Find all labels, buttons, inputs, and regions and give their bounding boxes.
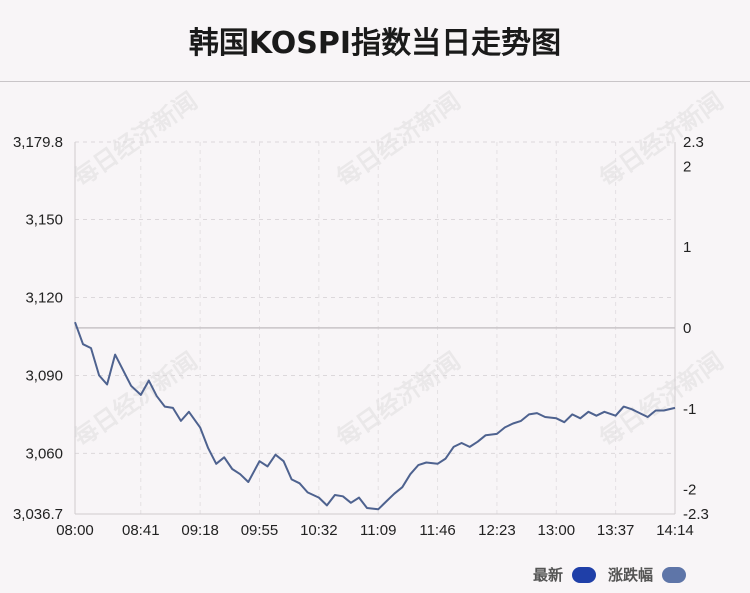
right-tick-label: 2.3 bbox=[683, 134, 704, 151]
x-tick-label: 11:09 bbox=[360, 522, 396, 539]
right-tick-label: -2.3 bbox=[683, 506, 709, 523]
legend-item-change[interactable]: 涨跌幅 bbox=[608, 564, 687, 585]
left-axis-ticks: 3,179.8 3,150 3,120 3,090 3,060 3,036.7 bbox=[13, 134, 63, 523]
series-line-kospi bbox=[74, 321, 676, 511]
legend-swatch-latest bbox=[572, 567, 597, 583]
axes bbox=[74, 142, 676, 515]
left-tick-label: 3,060 bbox=[25, 445, 63, 462]
x-tick-label: 13:00 bbox=[538, 522, 576, 539]
legend-swatch-change bbox=[662, 567, 687, 583]
legend-item-latest[interactable]: 最新 bbox=[533, 564, 597, 585]
x-tick-label: 08:41 bbox=[122, 522, 160, 539]
x-axis-ticks: 08:00 08:41 09:18 09:55 10:32 11:09 11:46 12:23… bbox=[56, 522, 694, 539]
legend-label-latest: 最新 bbox=[533, 566, 564, 584]
left-tick-label: 3,120 bbox=[25, 289, 63, 306]
legend-label-change: 涨跌幅 bbox=[608, 566, 654, 584]
right-tick-label: 2 bbox=[683, 158, 691, 175]
x-tick-label: 14:14 bbox=[656, 522, 694, 539]
right-tick-label: 1 bbox=[683, 239, 691, 256]
x-tick-label: 13:37 bbox=[597, 522, 635, 539]
x-tick-label: 10:32 bbox=[300, 522, 338, 539]
series bbox=[74, 321, 676, 511]
left-tick-label: 3,150 bbox=[25, 211, 63, 228]
x-tick-label: 12:23 bbox=[478, 522, 516, 539]
right-tick-label: 0 bbox=[683, 320, 691, 337]
left-tick-label: 3,090 bbox=[25, 367, 63, 384]
left-tick-label: 3,036.7 bbox=[13, 506, 63, 523]
right-tick-label: -1 bbox=[683, 401, 696, 418]
x-tick-label: 09:55 bbox=[241, 522, 279, 539]
left-tick-label: 3,179.8 bbox=[13, 134, 63, 151]
right-axis-ticks: 2.3 2 1 0 -1 -2 -2.3 bbox=[683, 134, 709, 523]
x-tick-label: 11:46 bbox=[419, 522, 455, 539]
page-title: 韩国KOSPI指数当日走势图 bbox=[188, 26, 562, 61]
x-tick-label: 09:18 bbox=[181, 522, 219, 539]
x-tick-label: 08:00 bbox=[56, 522, 94, 539]
title-divider bbox=[0, 81, 750, 82]
right-tick-label: -2 bbox=[683, 482, 696, 499]
